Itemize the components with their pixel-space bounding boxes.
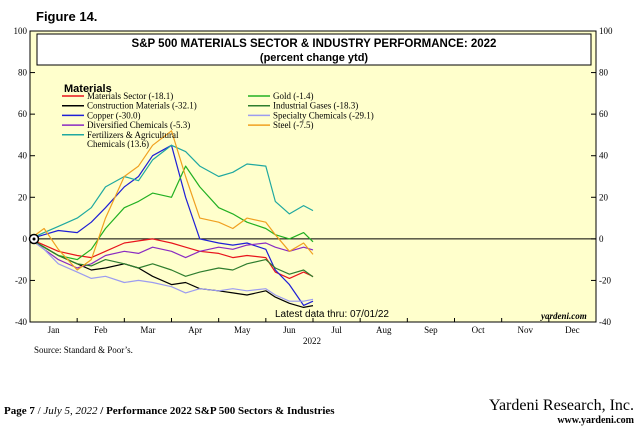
plot-background [29, 30, 597, 323]
series-line [29, 130, 314, 271]
series-lines [29, 130, 314, 308]
legend-label: Gold (-1.4) [273, 91, 314, 101]
y-tick-label-left: -40 [15, 317, 27, 327]
y-tick-label-right: 100 [599, 26, 613, 36]
y-tick-label-right: 80 [599, 68, 609, 78]
watermark: yardeni.com [540, 311, 587, 321]
y-tick-label-left: 60 [18, 109, 28, 119]
series-line [29, 238, 314, 269]
y-tick-label-left: -20 [15, 275, 27, 285]
x-tick-label: Sep [424, 325, 438, 335]
footer-page: Page 7 [4, 405, 35, 417]
series-line [29, 238, 314, 308]
x-tick-label: Feb [94, 325, 108, 335]
series-line [29, 144, 314, 240]
title-box [36, 33, 592, 66]
legend: Materials Materials Sector (-18.1)Constr… [62, 83, 374, 149]
y-tick-label-right: -20 [599, 275, 611, 285]
y-tick-label-left: 80 [18, 68, 28, 78]
footer-separator: / [37, 405, 41, 417]
x-tick-label: Jul [331, 325, 342, 335]
chart-subtitle: (percent change ytd) [260, 52, 369, 64]
series-line [29, 238, 314, 278]
y-tick-label-left: 100 [14, 26, 28, 36]
figure-label: Figure 14. [36, 9, 98, 24]
x-tick-label: May [234, 325, 251, 335]
legend-label: Construction Materials (-32.1) [87, 101, 197, 111]
latest-data-note: Latest data thru: 07/01/22 [275, 309, 389, 320]
legend-label: Copper (-30.0) [87, 110, 141, 120]
y-tick-label-right: 0 [599, 234, 604, 244]
legend-label: Materials Sector (-18.1) [87, 91, 173, 101]
x-tick-label: Aug [376, 325, 392, 335]
brand-url: www.yardeni.com [557, 415, 634, 426]
legend-label: Fertilizers & Agricultural [87, 130, 179, 140]
x-tick-label: Apr [188, 325, 202, 335]
series-line [29, 238, 314, 279]
y-tick-label-left: 40 [18, 151, 28, 161]
year-label: 2022 [303, 336, 321, 346]
origin-marker-dot [32, 237, 36, 241]
chart-title: S&P 500 MATERIALS SECTOR & INDUSTRY PERF… [132, 38, 497, 50]
legend-label: Steel (-7.5) [273, 120, 314, 130]
legend-label: Chemicals (13.6) [87, 139, 149, 149]
legend-title: Materials [64, 83, 112, 95]
brand-name: Yardeni Research, Inc. [489, 397, 634, 414]
y-tick-label-right: 40 [599, 151, 609, 161]
legend-label: Diversified Chemicals (-5.3) [87, 120, 190, 130]
footer-date: July 5, 2022 [43, 405, 98, 417]
source-note: Source: Standard & Poor’s. [34, 345, 133, 355]
x-tick-label: Mar [140, 325, 155, 335]
y-tick-label-right: 60 [599, 109, 609, 119]
footer-title: Performance 2022 S&P 500 Sectors & Indus… [106, 405, 335, 417]
legend-label: Industrial Gases (-18.3) [273, 101, 358, 111]
series-line [29, 165, 314, 261]
footer-separator: / [100, 405, 104, 417]
x-tick-label: Oct [472, 325, 485, 335]
x-tick-label: Jun [283, 325, 296, 335]
x-tick-label: Jan [48, 325, 60, 335]
y-tick-label-left: 0 [23, 234, 28, 244]
legend-label: Specialty Chemicals (-29.1) [273, 110, 374, 120]
footer-right: Yardeni Research, Inc. www.yardeni.com [489, 397, 634, 426]
series-line [29, 238, 314, 302]
y-tick-label-right: -40 [599, 317, 611, 327]
footer-left: Page 7 / July 5, 2022 / Performance 2022… [4, 405, 335, 417]
y-tick-label-right: 20 [599, 192, 609, 202]
y-tick-label-left: 20 [18, 192, 28, 202]
x-tick-label: Nov [518, 325, 534, 335]
axis-ticks: -40 -20 0 20 40 60 80 100 -40 -20 0 20 40 60 80 100 Jan F… [14, 26, 614, 335]
x-tick-label: Dec [565, 325, 580, 335]
